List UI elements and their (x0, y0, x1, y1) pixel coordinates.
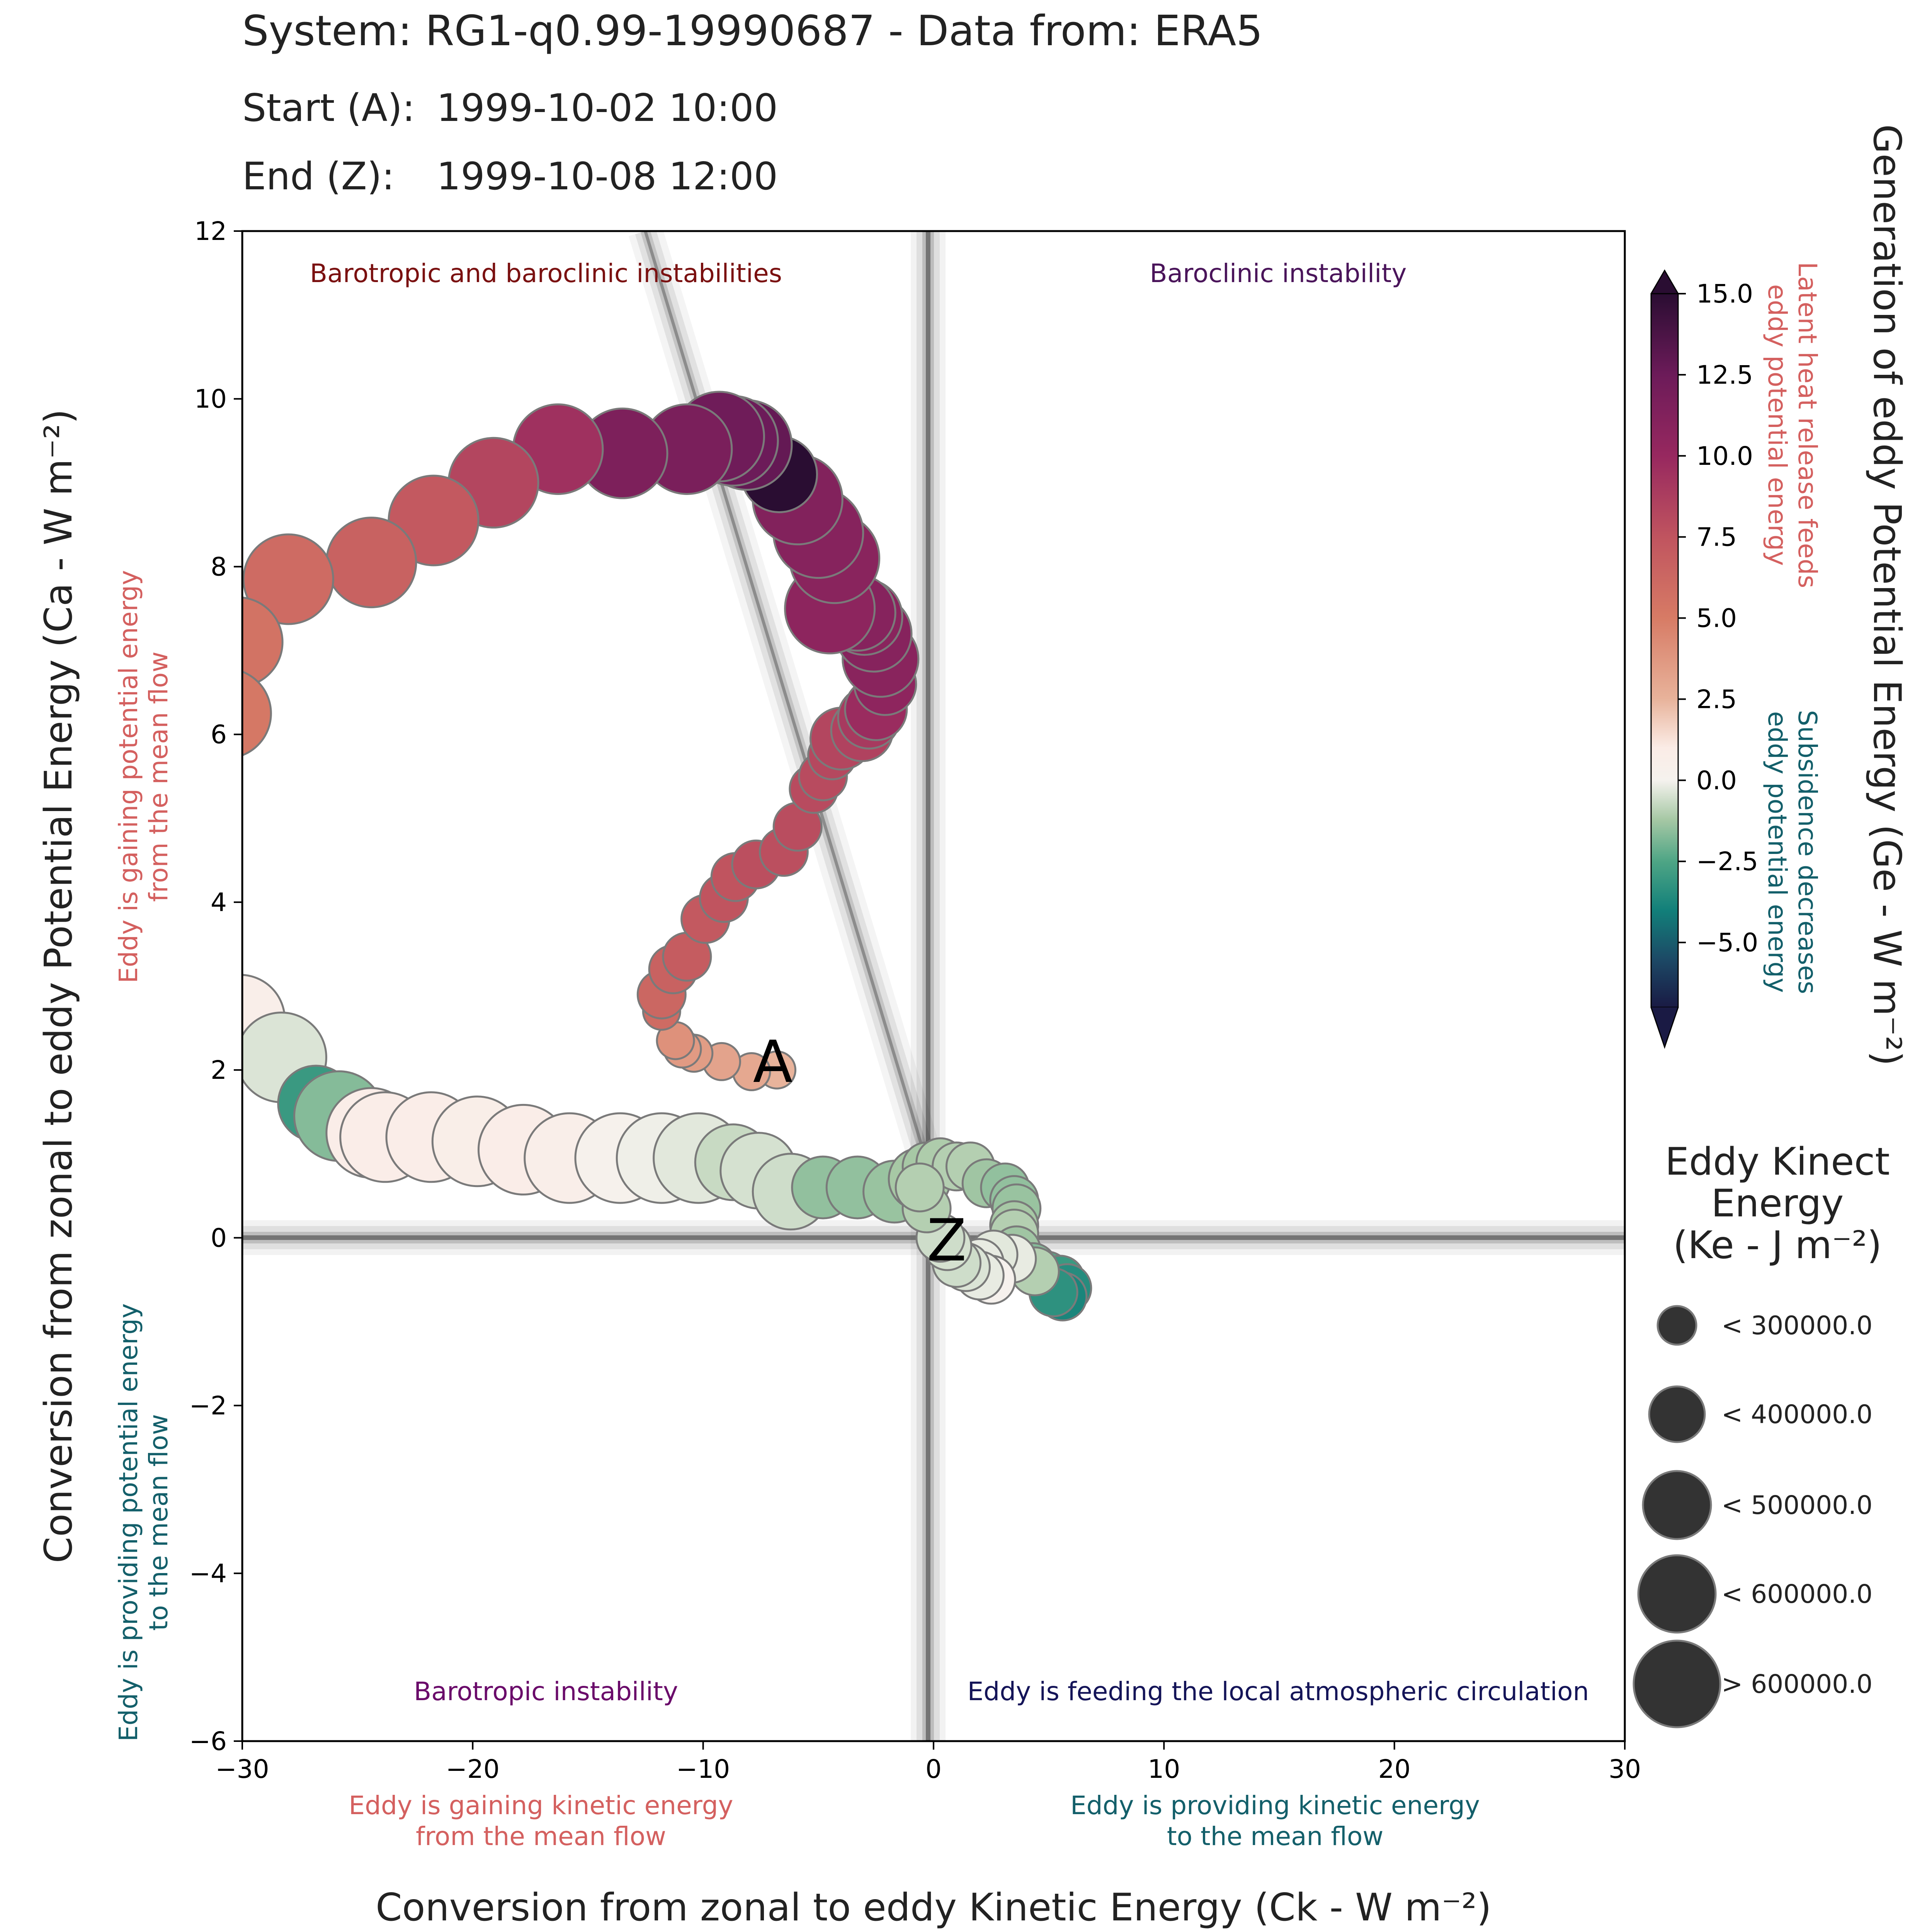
x-tick-label: 20 (1378, 1754, 1411, 1784)
colorbar-tick-label: −5.0 (1696, 928, 1758, 957)
colorbar-tick-label: 5.0 (1696, 604, 1737, 633)
data-point (242, 670, 272, 757)
data-point (242, 596, 284, 688)
y-tick-label: 8 (211, 552, 227, 582)
end-label: End (Z): (242, 155, 395, 199)
size-legend-marker (1648, 1385, 1706, 1443)
diagonal-line (628, 231, 945, 1172)
y-tick-label: 12 (194, 216, 227, 246)
y-tick-label: −4 (189, 1559, 227, 1588)
colorbar-positive-annotation: Latent heat release feedseddy potential … (1762, 262, 1822, 588)
colorbar-body (1650, 293, 1679, 1008)
data-point (325, 517, 417, 609)
data-point (242, 533, 334, 625)
y-tick-label: −2 (189, 1391, 227, 1421)
quadrant-label-bottom-right: Eddy is feeding the local atmospheric ci… (968, 1677, 1589, 1706)
colorbar-tick-label: 15.0 (1696, 279, 1753, 309)
zero-line-vertical (911, 231, 946, 1741)
size-legend-marker (1637, 1554, 1717, 1634)
size-legend-marker (1642, 1470, 1712, 1540)
colorbar: 15.0 12.5 10.0 7.5 5.0 2.5 0.0 −2.5 −5.0 (1650, 269, 1758, 1049)
colorbar-label: Generation of eddy Potential Energy (Ge … (1865, 124, 1909, 1066)
start-value: 1999-10-02 10:00 (437, 86, 778, 130)
quadrant-label-top-right: Baroclinic instability (1150, 259, 1407, 288)
x-tick-label: 30 (1609, 1754, 1641, 1784)
colorbar-negative-annotation: Subsidence decreaseseddy potential energ… (1762, 710, 1822, 994)
colorbar-tick-label: −2.5 (1696, 847, 1758, 876)
colorbar-tick-label: 12.5 (1696, 360, 1753, 390)
y-tick-label: 10 (194, 384, 227, 414)
size-legend-label: < 600000.0 (1721, 1579, 1872, 1609)
end-marker: Z (927, 1207, 967, 1274)
size-legend-label: > 600000.0 (1721, 1669, 1872, 1699)
y-tick-label: 4 (211, 888, 227, 917)
size-legend-label: < 400000.0 (1721, 1400, 1872, 1429)
x-axis-ticks: −30 −20 −10 0 10 20 30 (215, 1741, 1641, 1784)
x-tick-label: 0 (925, 1754, 942, 1784)
end-value: 1999-10-08 12:00 (437, 155, 778, 199)
quadrant-label-bottom-left: Barotropic instability (414, 1677, 678, 1706)
quadrant-label-top-left: Barotropic and baroclinic instabilities (310, 259, 782, 288)
colorbar-tick-label: 0.0 (1696, 765, 1737, 795)
x-negative-annotation: Eddy is gaining kinetic energy from the m… (349, 1791, 733, 1851)
x-tick-label: −10 (676, 1754, 730, 1784)
size-legend-label: < 500000.0 (1721, 1490, 1872, 1520)
y-axis-ticks: −6 −4 −2 0 2 4 6 8 10 12 (189, 216, 242, 1756)
scatter-points (242, 391, 1092, 1321)
chart-title: System: RG1-q0.99-19990687 - Data from: … (242, 7, 1263, 55)
colorbar-tick-label: 2.5 (1696, 684, 1737, 714)
colorbar-extend-top (1651, 270, 1678, 294)
y-tick-label: 6 (211, 720, 227, 750)
start-label: Start (A): (242, 86, 415, 130)
x-positive-annotation: Eddy is providing kinetic energy to the m… (1070, 1791, 1480, 1851)
y-tick-label: −6 (189, 1726, 227, 1756)
size-legend-marker (1633, 1639, 1721, 1728)
size-legend: < 300000.0 < 400000.0 < 500000.0 < 600000.0… (1633, 1305, 1872, 1728)
y-axis-label: Conversion from zonal to eddy Potential … (37, 409, 81, 1563)
x-tick-label: 10 (1148, 1754, 1180, 1784)
colorbar-extend-bottom (1651, 1007, 1678, 1047)
colorbar-tick-label: 10.0 (1696, 441, 1753, 471)
size-legend-marker (1656, 1305, 1697, 1346)
x-axis-label: Conversion from zonal to eddy Kinetic En… (376, 1886, 1492, 1930)
colorbar-ticks: 15.0 12.5 10.0 7.5 5.0 2.5 0.0 −2.5 −5.0 (1678, 279, 1758, 957)
colorbar-outline (1650, 269, 1679, 1049)
size-legend-title: Eddy Kinect Energy (Ke - J m⁻²) (1665, 1140, 1890, 1267)
size-legend-label: < 300000.0 (1721, 1311, 1872, 1340)
y-positive-annotation: Eddy is gaining potential energyfrom the… (114, 570, 173, 983)
colorbar-tick-label: 7.5 (1696, 522, 1737, 552)
start-marker: A (753, 1029, 793, 1096)
data-point (895, 1162, 945, 1213)
y-tick-label: 0 (211, 1223, 227, 1253)
x-tick-label: −20 (446, 1754, 500, 1784)
x-tick-label: −30 (215, 1754, 269, 1784)
y-tick-label: 2 (211, 1055, 227, 1085)
y-negative-annotation: Eddy is providing potential energyto the… (114, 1303, 173, 1742)
